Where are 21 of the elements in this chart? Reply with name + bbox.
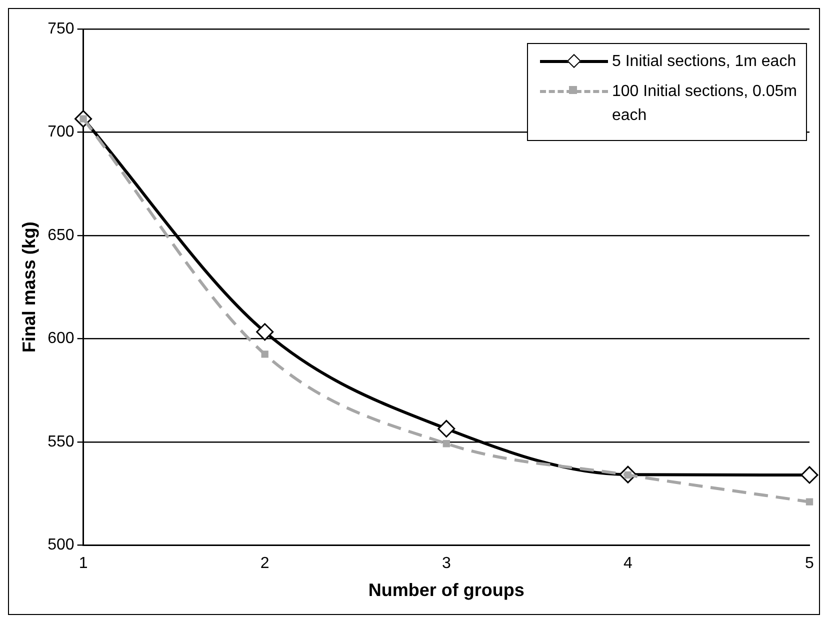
y-tick-label: 500 [48,536,74,554]
x-tick-label: 3 [442,555,451,572]
y-tick-label: 600 [48,330,74,348]
x-axis-title: Number of groups [368,580,524,600]
legend-label: 100 Initial sections, 0.05m each [612,82,798,126]
y-axis-title: Final mass (kg) [18,222,39,353]
x-tick-label: 5 [805,555,814,572]
x-tick-label: 2 [260,555,270,572]
y-tick-label: 700 [48,124,74,141]
legend-label: 5 Initial sections, 1m each [612,52,796,72]
x-tick-label: 4 [623,555,632,572]
point [806,498,814,506]
point [442,440,450,448]
y-tick-label: 550 [48,433,74,450]
point [261,350,268,358]
y-tick-label: 750 [48,20,74,38]
y-tick-label: 650 [48,226,74,244]
x-tick-label: 1 [78,555,88,572]
point [800,466,818,484]
point [256,323,274,341]
point [438,420,456,438]
